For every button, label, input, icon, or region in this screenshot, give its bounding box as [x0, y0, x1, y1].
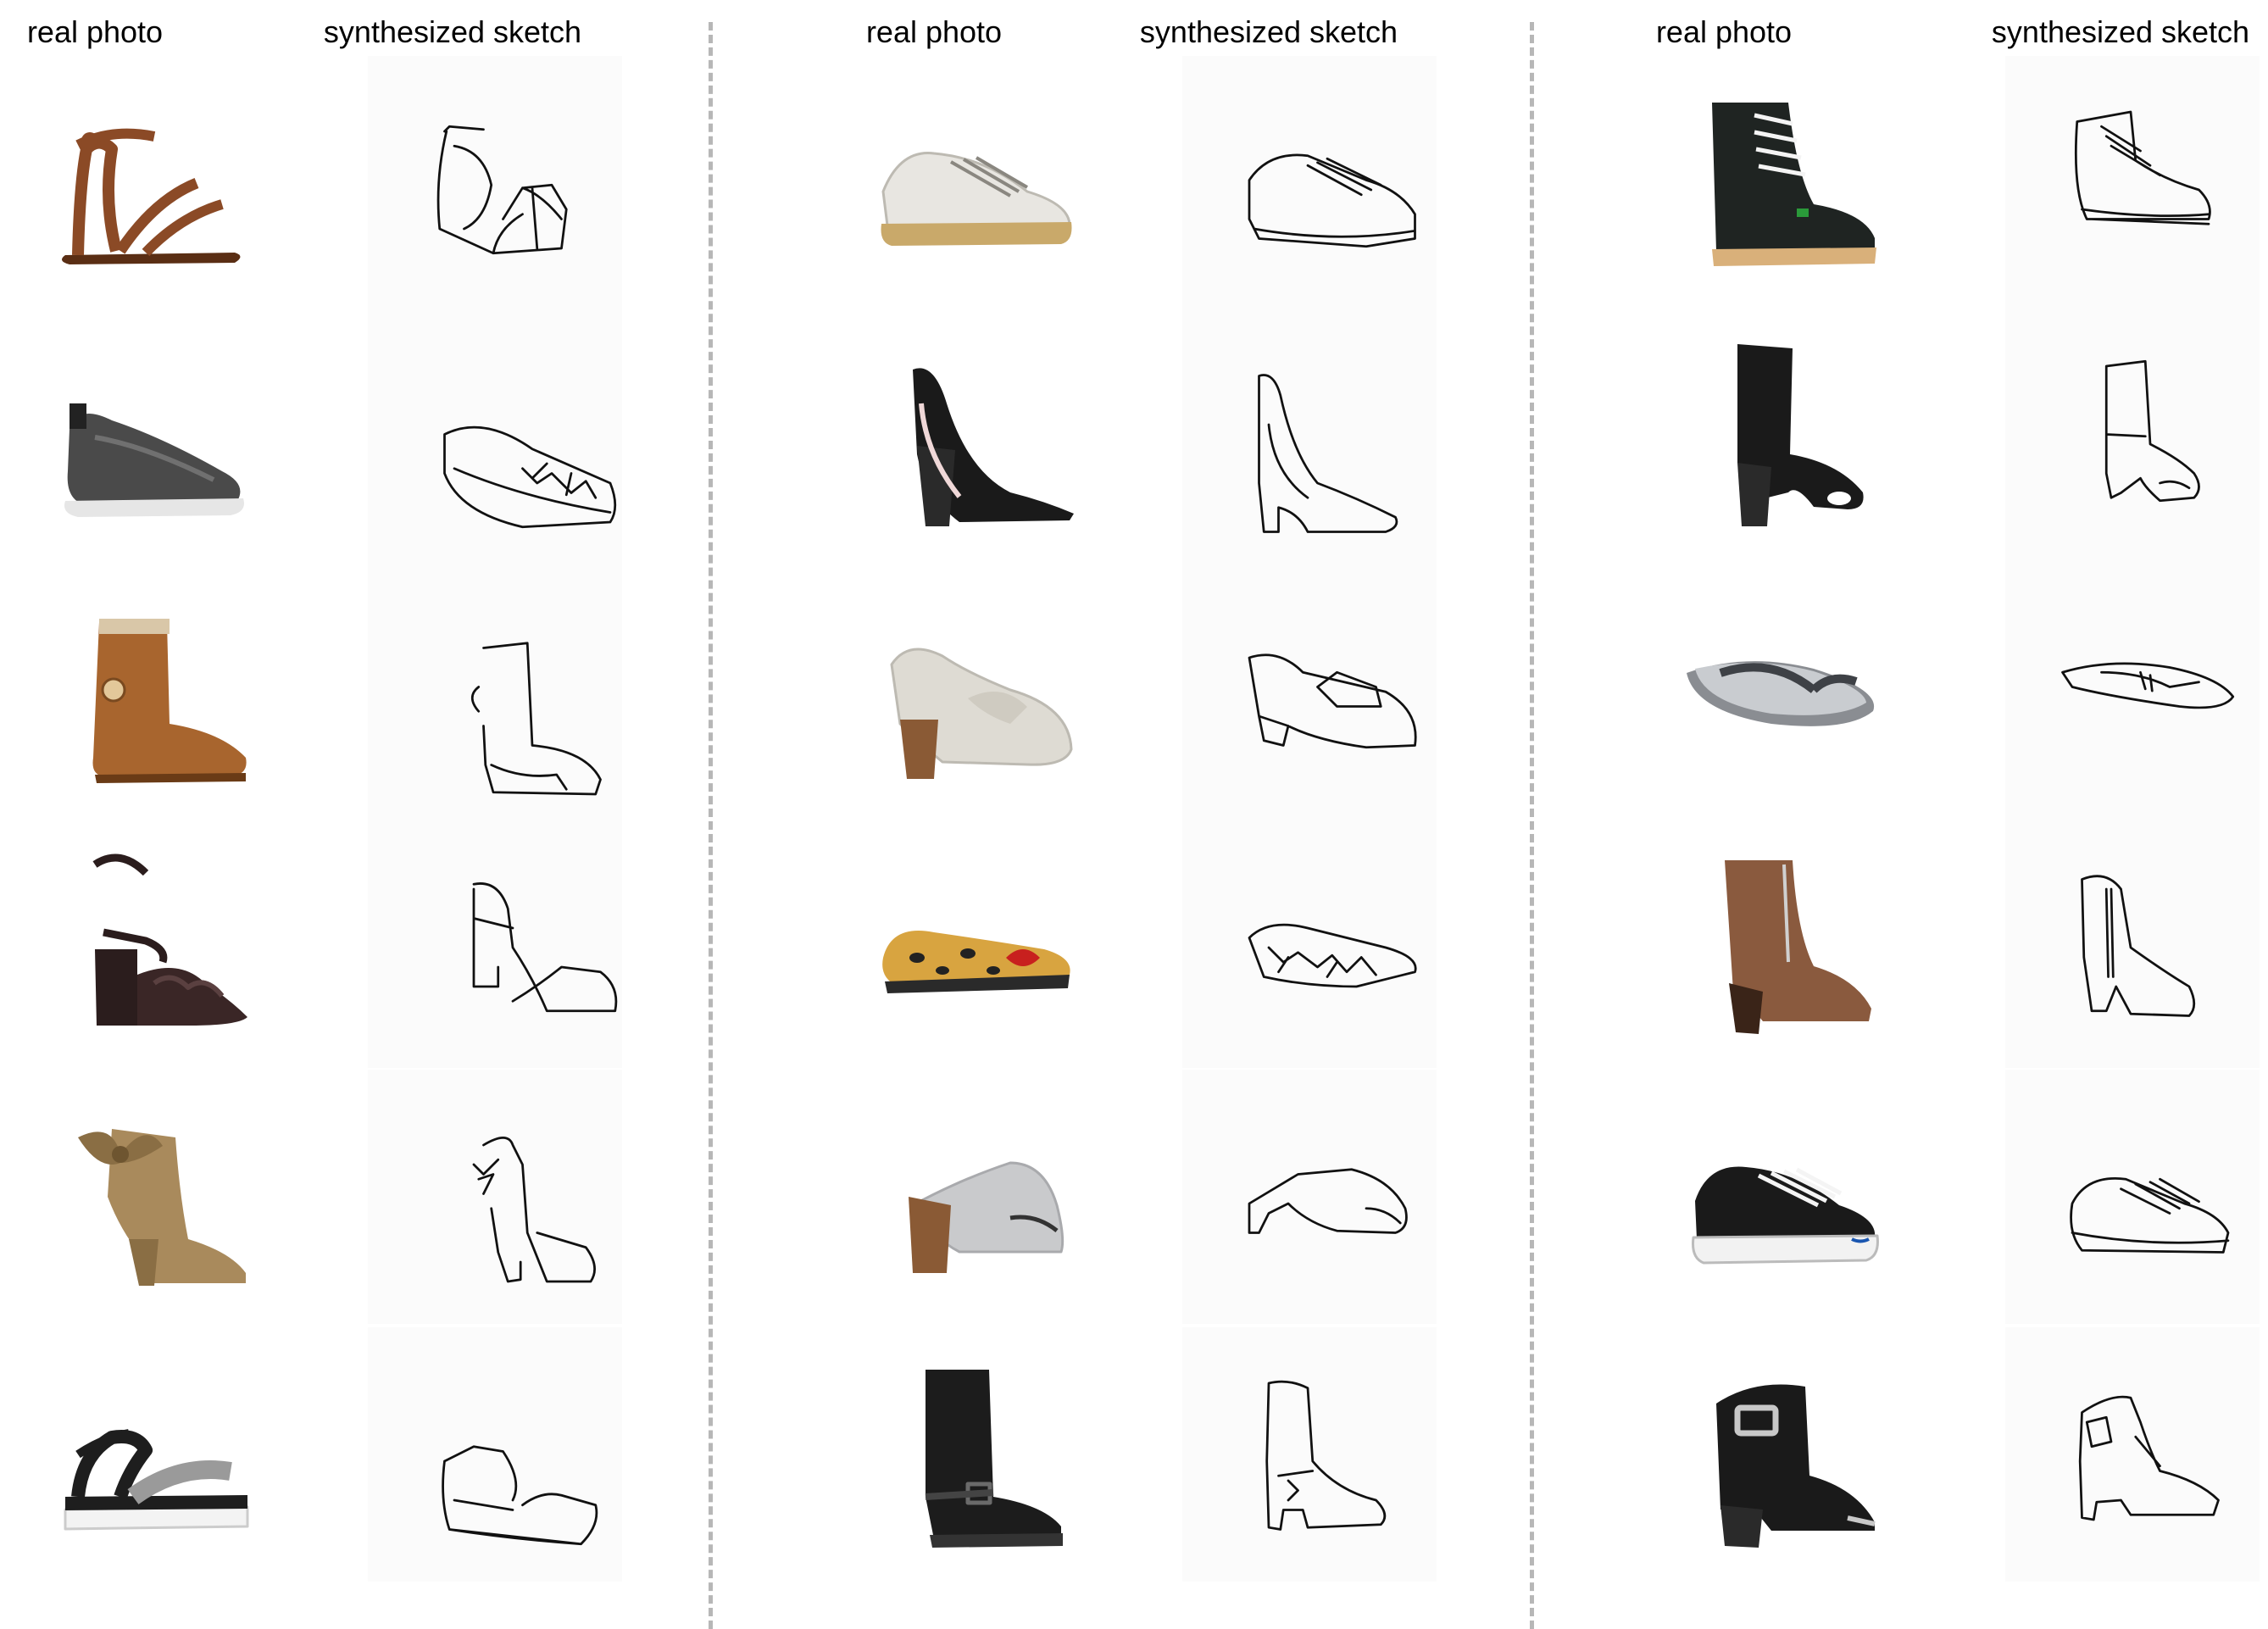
shoe-photo-image — [925, 1370, 1063, 1548]
shoe-photo-image — [881, 152, 1072, 246]
sketch-stroke — [1248, 653, 1417, 749]
shoe-sketch-drawing — [2005, 56, 2260, 310]
sketch-stroke — [2061, 662, 2235, 709]
real-photo-block-heel-mule — [841, 1070, 1095, 1324]
shoe-photo-image — [1692, 1166, 1879, 1265]
synthesized-sketch-lace-up-work-boot — [2005, 56, 2260, 310]
synthesized-sketch-sheepskin-boot — [368, 563, 622, 817]
header-real-photo-2: real photo — [865, 14, 1003, 49]
synthesized-sketch-peep-toe-sock-boot — [2005, 310, 2260, 564]
sketch-stroke — [2074, 110, 2211, 225]
shoe-photo-image — [909, 1161, 1065, 1273]
shoe-sketch-drawing — [1182, 1327, 1437, 1582]
shoe-sketch-drawing — [368, 814, 622, 1068]
header-real-photo-3: real photo — [1655, 14, 1793, 49]
shoe-photo-image — [64, 1429, 249, 1531]
real-photo-pointed-block-heel-pump — [841, 310, 1095, 564]
real-photo-block-heel-loafer — [841, 563, 1095, 817]
sketch-stroke — [1248, 1168, 1408, 1234]
sketch-stroke — [2104, 359, 2200, 503]
real-photo-leather-sneaker — [841, 56, 1095, 310]
synthesized-sketch-leopard-ballet-flat — [1182, 814, 1437, 1068]
shoe-sketch-drawing — [368, 563, 622, 817]
shoe-sketch-drawing — [2005, 1070, 2260, 1324]
synthesized-sketch-bow-ankle-boot — [368, 1070, 622, 1324]
synthesized-sketch-slip-on-knit-sneaker — [368, 310, 622, 564]
shoe-sketch-drawing — [1182, 56, 1437, 310]
synthesized-sketch-buckle-chelsea-boot — [2005, 1327, 2260, 1582]
real-photo-buckle-biker-boot — [841, 1327, 1095, 1582]
sketch-stroke — [1265, 1380, 1387, 1531]
shoe-photo-image — [913, 368, 1074, 526]
shoe-sketch-drawing — [368, 56, 622, 310]
real-photo-bow-ankle-boot — [19, 1070, 273, 1324]
shoe-sketch-drawing — [1182, 814, 1437, 1068]
shoe-sketch-drawing — [2005, 310, 2260, 564]
synthesized-sketch-block-heel-mule — [1182, 1070, 1437, 1324]
synthesized-sketch-leather-sneaker — [1182, 56, 1437, 310]
sketch-stroke — [2081, 875, 2196, 1017]
real-photo-zip-ankle-boot — [1644, 814, 1898, 1068]
shoe-photo-image — [1716, 1384, 1876, 1548]
real-photo-leopard-ballet-flat — [841, 814, 1095, 1068]
synthesized-sketch-zip-ankle-boot — [2005, 814, 2260, 1068]
real-photo-slip-on-knit-sneaker — [19, 310, 273, 564]
synthesized-sketch-pointed-block-heel-pump — [1182, 310, 1437, 564]
shoe-sketch-drawing — [2005, 814, 2260, 1068]
sketch-stroke — [2078, 1395, 2220, 1521]
real-photo-ruffle-heeled-sandal — [19, 814, 273, 1068]
real-photo-flip-flop — [1644, 563, 1898, 817]
shoe-photo-image — [1712, 103, 1876, 266]
synthesized-sketch-flatform-sandal — [368, 1327, 622, 1582]
shoe-sketch-drawing — [1182, 563, 1437, 817]
shoe-photo-image — [64, 403, 244, 517]
shoe-photo-image — [1687, 661, 1875, 726]
real-photo-buckle-chelsea-boot — [1644, 1327, 1898, 1582]
sketch-stroke — [1248, 153, 1416, 248]
shoe-sketch-drawing — [1182, 1070, 1437, 1324]
shoe-sketch-drawing — [368, 1070, 622, 1324]
synthesized-sketch-ankle-strap-sandal — [368, 56, 622, 310]
header-real-photo-1: real photo — [26, 14, 164, 49]
sketch-stroke — [472, 882, 618, 1013]
shoe-photo-image — [882, 931, 1070, 993]
sketch-stroke — [443, 425, 617, 529]
shoe-sketch-drawing — [2005, 1327, 2260, 1582]
shoe-sketch-drawing — [368, 310, 622, 564]
sketch-stroke — [470, 642, 602, 796]
synthesized-sketch-canvas-low-sneaker — [2005, 1070, 2260, 1324]
shoe-photo-image — [1725, 860, 1871, 1034]
shoe-sketch-drawing — [2005, 563, 2260, 817]
shoe-sketch-drawing — [1182, 310, 1437, 564]
sketch-stroke — [1258, 374, 1398, 533]
real-photo-flatform-sandal — [19, 1327, 273, 1582]
group-divider-1 — [709, 22, 713, 1629]
synthesized-sketch-ruffle-heeled-sandal — [368, 814, 622, 1068]
real-photo-peep-toe-sock-boot — [1644, 310, 1898, 564]
shoe-sketch-drawing — [368, 1327, 622, 1582]
shoe-photo-image — [78, 1129, 246, 1286]
real-photo-ankle-strap-sandal — [19, 56, 273, 310]
real-photo-lace-up-work-boot — [1644, 56, 1898, 310]
shoe-photo-image — [62, 128, 241, 264]
synthesized-sketch-flip-flop — [2005, 563, 2260, 817]
real-photo-sheepskin-boot — [19, 563, 273, 817]
sketch-stroke — [436, 125, 568, 255]
shoe-photo-image — [1737, 344, 1864, 526]
synthesized-sketch-block-heel-loafer — [1182, 563, 1437, 817]
shoe-photo-image — [890, 648, 1073, 779]
synthesized-sketch-buckle-biker-boot — [1182, 1327, 1437, 1582]
shoe-photo-image — [92, 853, 247, 1026]
sketch-stroke — [472, 1137, 596, 1283]
real-photo-canvas-low-sneaker — [1644, 1070, 1898, 1324]
group-divider-2 — [1530, 22, 1534, 1629]
sketch-stroke — [442, 1445, 598, 1546]
shoe-photo-image — [92, 619, 247, 783]
sketch-stroke — [1248, 923, 1417, 988]
sketch-stroke — [2070, 1177, 2230, 1254]
header-synthesized-sketch-1: synthesized sketch — [323, 14, 582, 49]
header-synthesized-sketch-3: synthesized sketch — [1991, 14, 2250, 49]
header-synthesized-sketch-2: synthesized sketch — [1139, 14, 1398, 49]
